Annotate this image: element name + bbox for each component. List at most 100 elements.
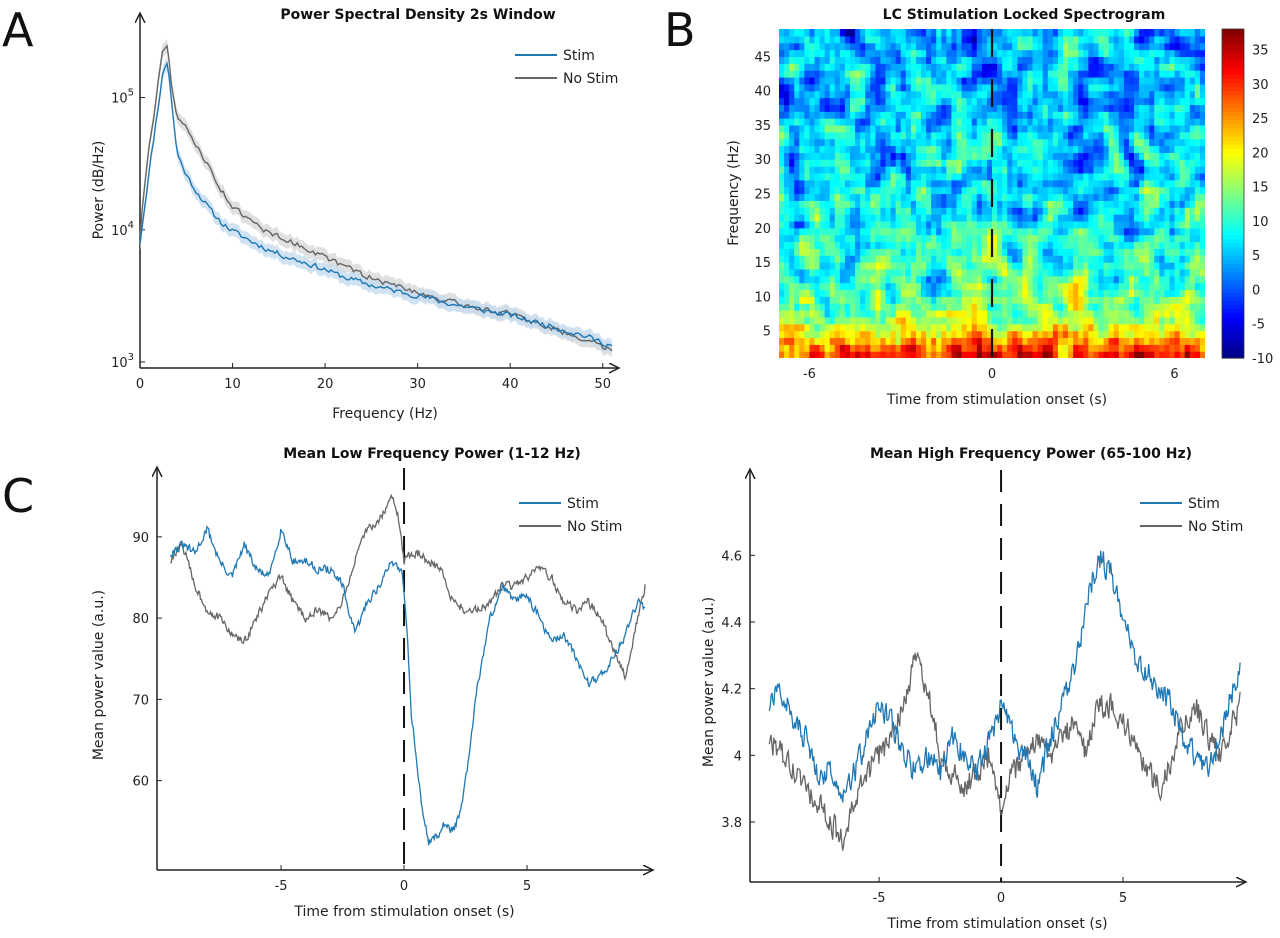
- heatmap-cell: [1194, 241, 1201, 249]
- heatmap-cell: [870, 268, 876, 277]
- heatmap-cell: [844, 351, 851, 358]
- heatmap-cell: [1113, 35, 1120, 44]
- heatmap-cell: [1022, 97, 1029, 105]
- heatmap-cell: [865, 90, 871, 99]
- heatmap-cell: [971, 351, 978, 358]
- heatmap-cell: [834, 207, 841, 215]
- heatmap-cell: [1007, 83, 1013, 92]
- heatmap-cell: [1002, 166, 1008, 174]
- heatmap-cell: [956, 337, 963, 345]
- heatmap-cell: [941, 42, 947, 51]
- heatmap-cell: [1144, 289, 1150, 297]
- heatmap-cell: [1154, 275, 1160, 284]
- heatmap-cell: [976, 296, 983, 304]
- heatmap-cell: [961, 220, 968, 229]
- heatmap-cell: [1128, 63, 1135, 71]
- heatmap-cell: [799, 193, 805, 201]
- heatmap-cell: [910, 262, 917, 270]
- heatmap-cell: [1154, 282, 1160, 291]
- heatmap-cell: [941, 303, 947, 311]
- heatmap-cell: [971, 262, 978, 270]
- heatmap-cell: [779, 268, 785, 277]
- heatmap-cell: [941, 207, 947, 215]
- heatmap-cell: [804, 124, 811, 133]
- heatmap-cell: [850, 227, 856, 236]
- heatmap-cell: [1194, 159, 1201, 167]
- heatmap-cell: [1052, 145, 1059, 153]
- heatmap-cell: [915, 303, 922, 311]
- heatmap-cell: [880, 104, 887, 112]
- heatmap-cell: [976, 241, 983, 249]
- heatmap-cell: [809, 330, 816, 339]
- heatmap-cell: [1128, 145, 1135, 153]
- heatmap-cell: [1002, 262, 1008, 270]
- heatmap-cell: [936, 214, 942, 222]
- heatmap-cell: [1144, 296, 1150, 304]
- heatmap-cell: [1042, 268, 1049, 277]
- heatmap-cell: [880, 193, 887, 201]
- heatmap-cell: [824, 111, 831, 119]
- heatmap-cell: [850, 241, 856, 249]
- heatmap-cell: [1174, 193, 1181, 201]
- heatmap-cell: [910, 42, 917, 51]
- heatmap-cell: [1093, 83, 1100, 92]
- heatmap-cell: [880, 70, 887, 78]
- heatmap-cell: [1169, 49, 1176, 58]
- heatmap-cell: [900, 255, 907, 263]
- heatmap-cell: [794, 268, 800, 277]
- heatmap-cell: [986, 214, 993, 222]
- heatmap-cell: [784, 76, 790, 85]
- heatmap-cell: [799, 316, 805, 325]
- heatmap-cell: [809, 227, 816, 236]
- heatmap-cell: [1098, 29, 1105, 37]
- heatmap-cell: [941, 241, 947, 249]
- heatmap-cell: [1123, 49, 1130, 58]
- heatmap-cell: [1098, 323, 1105, 332]
- heatmap-cell: [1027, 104, 1034, 112]
- heatmap-cell: [799, 124, 805, 133]
- heatmap-cell: [804, 262, 811, 270]
- heatmap-cell: [1037, 200, 1044, 208]
- heatmap-cell: [1042, 220, 1049, 229]
- heatmap-cell: [1134, 166, 1140, 174]
- heatmap-cell: [1164, 255, 1171, 263]
- heatmap-cell: [926, 310, 932, 318]
- heatmap-cell: [941, 97, 947, 105]
- heatmap-cell: [885, 214, 892, 222]
- heatmap-cell: [789, 118, 795, 126]
- heatmap-cell: [1118, 104, 1125, 112]
- heatmap-cell: [875, 344, 882, 352]
- heatmap-cell: [850, 124, 856, 133]
- heatmap-cell: [971, 316, 978, 325]
- heatmap-cell: [951, 214, 958, 222]
- heatmap-cell: [1113, 248, 1120, 256]
- heatmap-cell: [880, 310, 887, 318]
- heatmap-cell: [1088, 56, 1095, 64]
- heatmap-cell: [1164, 131, 1171, 140]
- heatmap-cell: [981, 138, 988, 147]
- heatmap-cell: [1073, 220, 1079, 229]
- heatmap-cell: [860, 138, 866, 147]
- heatmap-cell: [844, 49, 851, 58]
- heatmap-cell: [1169, 227, 1176, 236]
- heatmap-cell: [1063, 29, 1069, 37]
- heatmap-cell: [961, 241, 968, 249]
- heatmap-cell: [961, 275, 968, 284]
- heatmap-cell: [1007, 70, 1013, 78]
- heatmap-cell: [1012, 255, 1018, 263]
- heatmap-cell: [829, 220, 836, 229]
- heatmap-cell: [926, 35, 932, 44]
- heatmap-cell: [860, 268, 866, 277]
- heatmap-cell: [976, 262, 983, 270]
- heatmap-cell: [1103, 227, 1110, 236]
- heatmap-cell: [875, 262, 882, 270]
- heatmap-cell: [844, 83, 851, 92]
- heatmap-cell: [951, 63, 958, 71]
- heatmap-cell: [1139, 296, 1145, 304]
- heatmap-cell: [1012, 76, 1018, 85]
- heatmap-cell: [1068, 310, 1074, 318]
- heatmap-cell: [1098, 207, 1105, 215]
- heatmap-cell: [981, 248, 988, 256]
- heatmap-cell: [875, 131, 882, 140]
- heatmap-cell: [824, 76, 831, 85]
